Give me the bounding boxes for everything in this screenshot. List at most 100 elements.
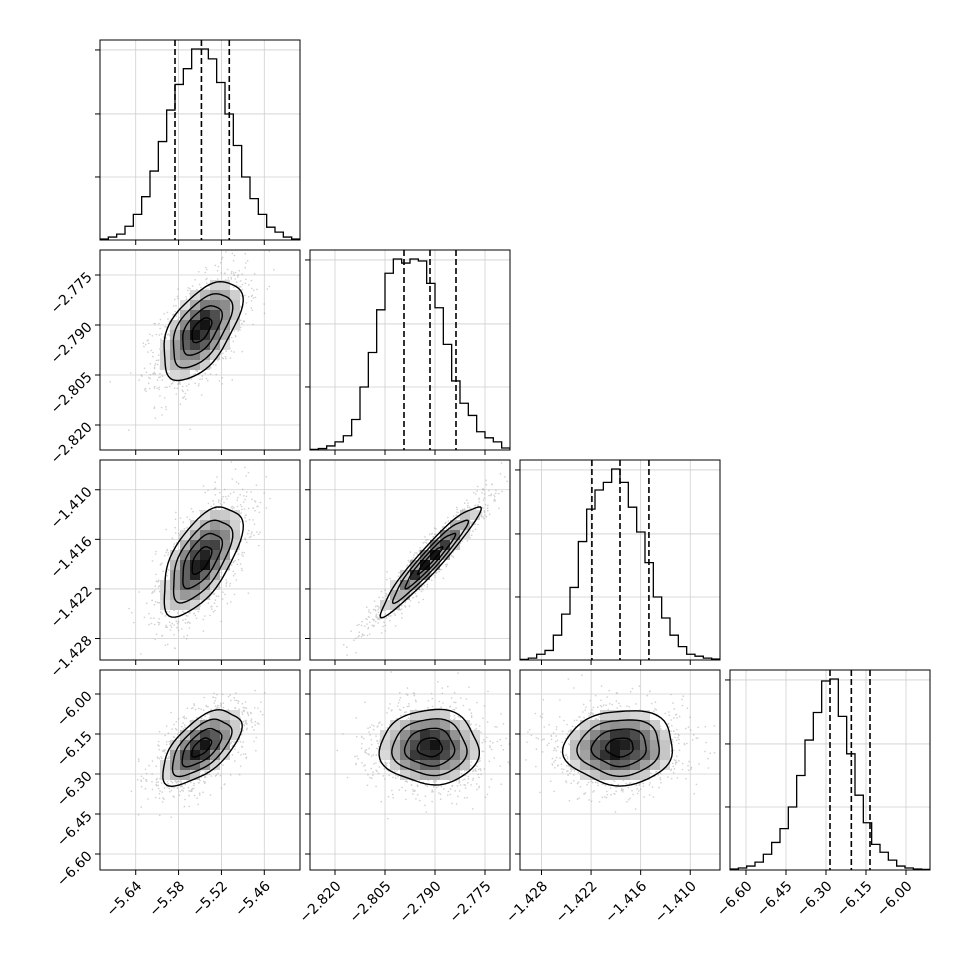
density-cell: [410, 560, 420, 570]
density-cell: [190, 560, 200, 570]
density-cell: [200, 360, 210, 370]
density-cell: [170, 580, 180, 590]
density-cell: [600, 750, 610, 760]
density-cell: [190, 520, 200, 530]
y-tick-label-3-3: −6.15: [54, 728, 96, 770]
density-cell: [620, 770, 630, 780]
panel-0-0: [95, 39, 301, 245]
density-cell: [410, 760, 420, 770]
density-cell: [380, 740, 390, 750]
contour-line: [191, 317, 213, 344]
contour-line: [172, 293, 234, 369]
y-tick-label-2-2: −1.416: [48, 534, 96, 582]
density-cell: [650, 760, 660, 770]
density-cell: [170, 760, 180, 770]
density-cell: [200, 330, 210, 340]
x-tick-label-3-3: −6.15: [834, 878, 876, 920]
density-cell: [440, 740, 450, 750]
density-cell: [470, 510, 480, 520]
density-cell: [610, 740, 620, 750]
contour-line: [416, 737, 443, 758]
density-cell: [410, 750, 420, 760]
density-cell: [410, 720, 420, 730]
density-cell: [650, 720, 660, 730]
y-tick-label-3-0: −6.60: [54, 848, 96, 890]
density-cell: [210, 290, 220, 300]
density-cell: [570, 760, 580, 770]
density-cell: [220, 710, 230, 720]
density-cell: [160, 760, 170, 770]
density-cell: [460, 750, 470, 760]
density-cell: [590, 770, 600, 780]
density-cell: [470, 750, 480, 760]
panel-content: [100, 670, 300, 870]
density-cell: [170, 550, 180, 560]
density-cell: [440, 710, 450, 720]
density-cell: [660, 750, 670, 760]
density-cell: [180, 340, 190, 350]
density-cell: [200, 540, 210, 550]
density-cell: [160, 770, 170, 780]
density-cell: [470, 730, 480, 740]
panel-content: [520, 670, 720, 870]
density-cell: [180, 740, 190, 750]
density-cell: [460, 760, 470, 770]
x-tick-label-3-0: −6.60: [714, 878, 756, 920]
density-cell: [430, 560, 440, 570]
density-cell: [230, 520, 240, 530]
density-cell: [400, 730, 410, 740]
density-cell: [190, 330, 200, 340]
x-tick-label-0-2: −5.52: [189, 878, 231, 920]
density-cell: [200, 720, 210, 730]
density-cell: [600, 740, 610, 750]
density-cell: [220, 280, 230, 290]
panel-2-0: [95, 459, 301, 665]
density-cell: [580, 720, 590, 730]
panel-frame: [309, 459, 511, 661]
x-tick-label-2-1: −1.422: [553, 878, 601, 926]
density-cell: [230, 720, 240, 730]
density-cell: [640, 770, 650, 780]
density-cell: [470, 740, 480, 750]
density-cell: [210, 750, 220, 760]
density-cell: [650, 750, 660, 760]
density-cell: [420, 710, 430, 720]
panel-frame: [309, 669, 511, 871]
x-tick-label-1-3: −2.775: [447, 878, 495, 926]
panel-3-0: [95, 669, 301, 875]
density-cell: [190, 750, 200, 760]
density-cell: [220, 330, 230, 340]
panel-3-3: [725, 669, 931, 875]
density-cell: [180, 370, 190, 380]
density-cell: [630, 770, 640, 780]
density-cell: [190, 590, 200, 600]
density-cell: [400, 720, 410, 730]
panel-content: [310, 460, 510, 660]
density-cell: [170, 370, 180, 380]
density-cell: [210, 560, 220, 570]
density-cell: [220, 730, 230, 740]
density-cell: [430, 750, 440, 760]
density-cell: [210, 580, 220, 590]
density-cell: [190, 350, 200, 360]
density-cell: [440, 730, 450, 740]
density-cell: [430, 550, 440, 560]
panel-frame: [729, 669, 931, 871]
density-cell: [200, 520, 210, 530]
density-cell: [610, 730, 620, 740]
density-cell: [230, 710, 240, 720]
density-cell: [620, 720, 630, 730]
density-cell: [600, 710, 610, 720]
density-cell: [610, 770, 620, 780]
density-cell: [230, 510, 240, 520]
density-cell: [400, 580, 410, 590]
density-cell: [640, 760, 650, 770]
density-cell: [600, 720, 610, 730]
density-cell: [630, 740, 640, 750]
density-cell: [420, 570, 430, 580]
density-cell: [210, 730, 220, 740]
density-cell: [660, 730, 670, 740]
density-cell: [230, 730, 240, 740]
density-cell: [170, 350, 180, 360]
